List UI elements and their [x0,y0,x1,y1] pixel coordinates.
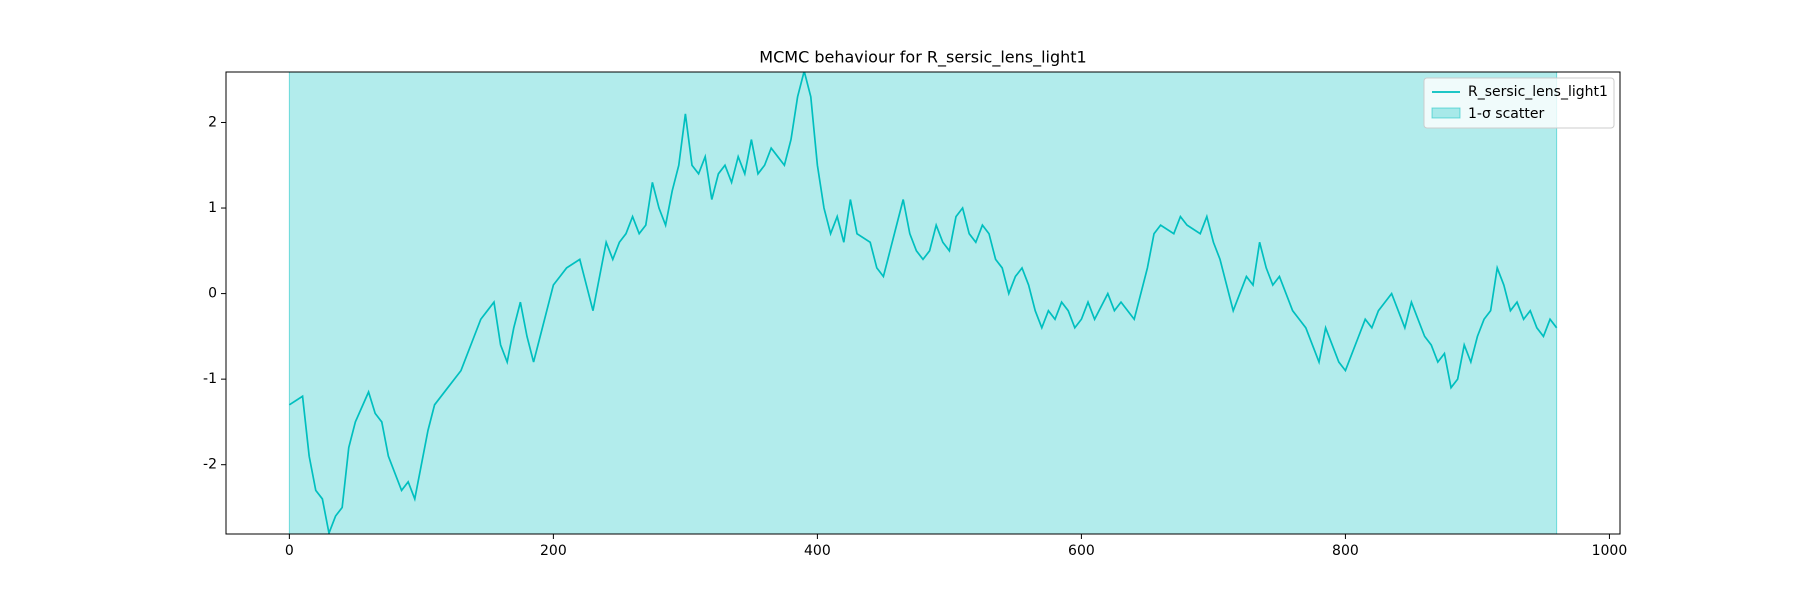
axes-frame [225,71,1621,535]
y-tick-label: 1 [208,200,217,216]
y-tick-label: 2 [208,114,217,130]
plot-area [288,72,1558,534]
x-tick-label: 400 [804,543,831,559]
data-line [288,72,1558,534]
scatter-band [288,72,1558,534]
legend-band-swatch [1431,107,1461,119]
chart-title: MCMC behaviour for R_sersic_lens_light1 [759,48,1086,68]
legend-box [1423,77,1615,129]
x-tick-label: 1000 [1592,543,1628,559]
legend-label: 1-σ scatter [1468,106,1544,122]
y-tick-label: -1 [203,371,217,387]
x-tick-label: 0 [285,543,294,559]
x-tick-label: 600 [1068,543,1095,559]
legend-label: R_sersic_lens_light1 [1468,84,1608,100]
y-tick-label: -2 [203,457,217,473]
x-tick-label: 800 [1332,543,1359,559]
y-tick-label: 0 [208,286,217,302]
x-tick-label: 200 [540,543,567,559]
